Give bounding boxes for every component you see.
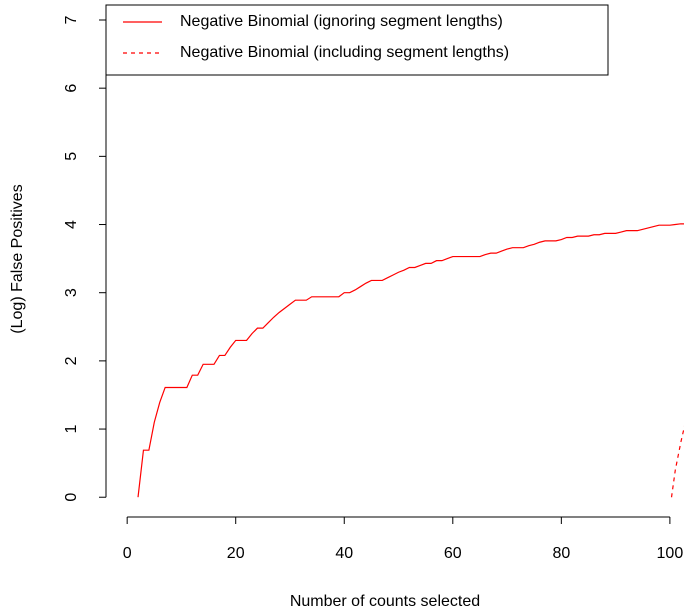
x-tick-label: 0 xyxy=(123,545,132,562)
y-tick-label: 7 xyxy=(63,15,80,24)
plot-area xyxy=(137,223,684,498)
legend-label: Negative Binomial (including segment len… xyxy=(180,44,509,61)
y-tick-label: 3 xyxy=(63,288,80,297)
y-tick-label: 2 xyxy=(63,356,80,365)
y-axis-label: (Log) False Positives xyxy=(9,184,26,333)
x-tick-label: 40 xyxy=(335,545,353,562)
legend-box xyxy=(105,4,609,76)
y-tick-label: 5 xyxy=(63,152,80,161)
y-tick-label: 0 xyxy=(63,493,80,502)
y-tick-label: 4 xyxy=(63,220,80,229)
x-axis-label: Number of counts selected xyxy=(290,593,480,610)
data-line xyxy=(670,425,684,498)
x-tick-label: 20 xyxy=(227,545,245,562)
y-tick-label: 6 xyxy=(63,84,80,93)
x-tick-label: 80 xyxy=(552,545,570,562)
x-tick-label: 60 xyxy=(444,545,462,562)
legend-label: Negative Binomial (ignoring segment leng… xyxy=(180,13,503,30)
data-line xyxy=(137,223,684,498)
y-tick-label: 1 xyxy=(63,425,80,434)
x-tick-label: 100 xyxy=(657,545,684,562)
